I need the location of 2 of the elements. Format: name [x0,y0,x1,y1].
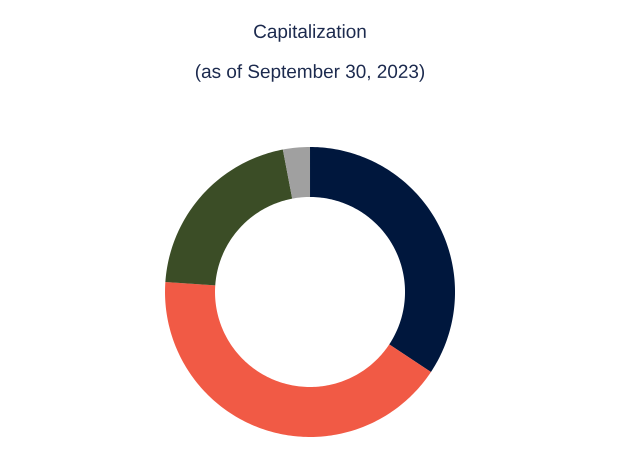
chart-subtitle: (as of September 30, 2023) [196,64,424,82]
chart-title: Capitalization [254,24,366,42]
